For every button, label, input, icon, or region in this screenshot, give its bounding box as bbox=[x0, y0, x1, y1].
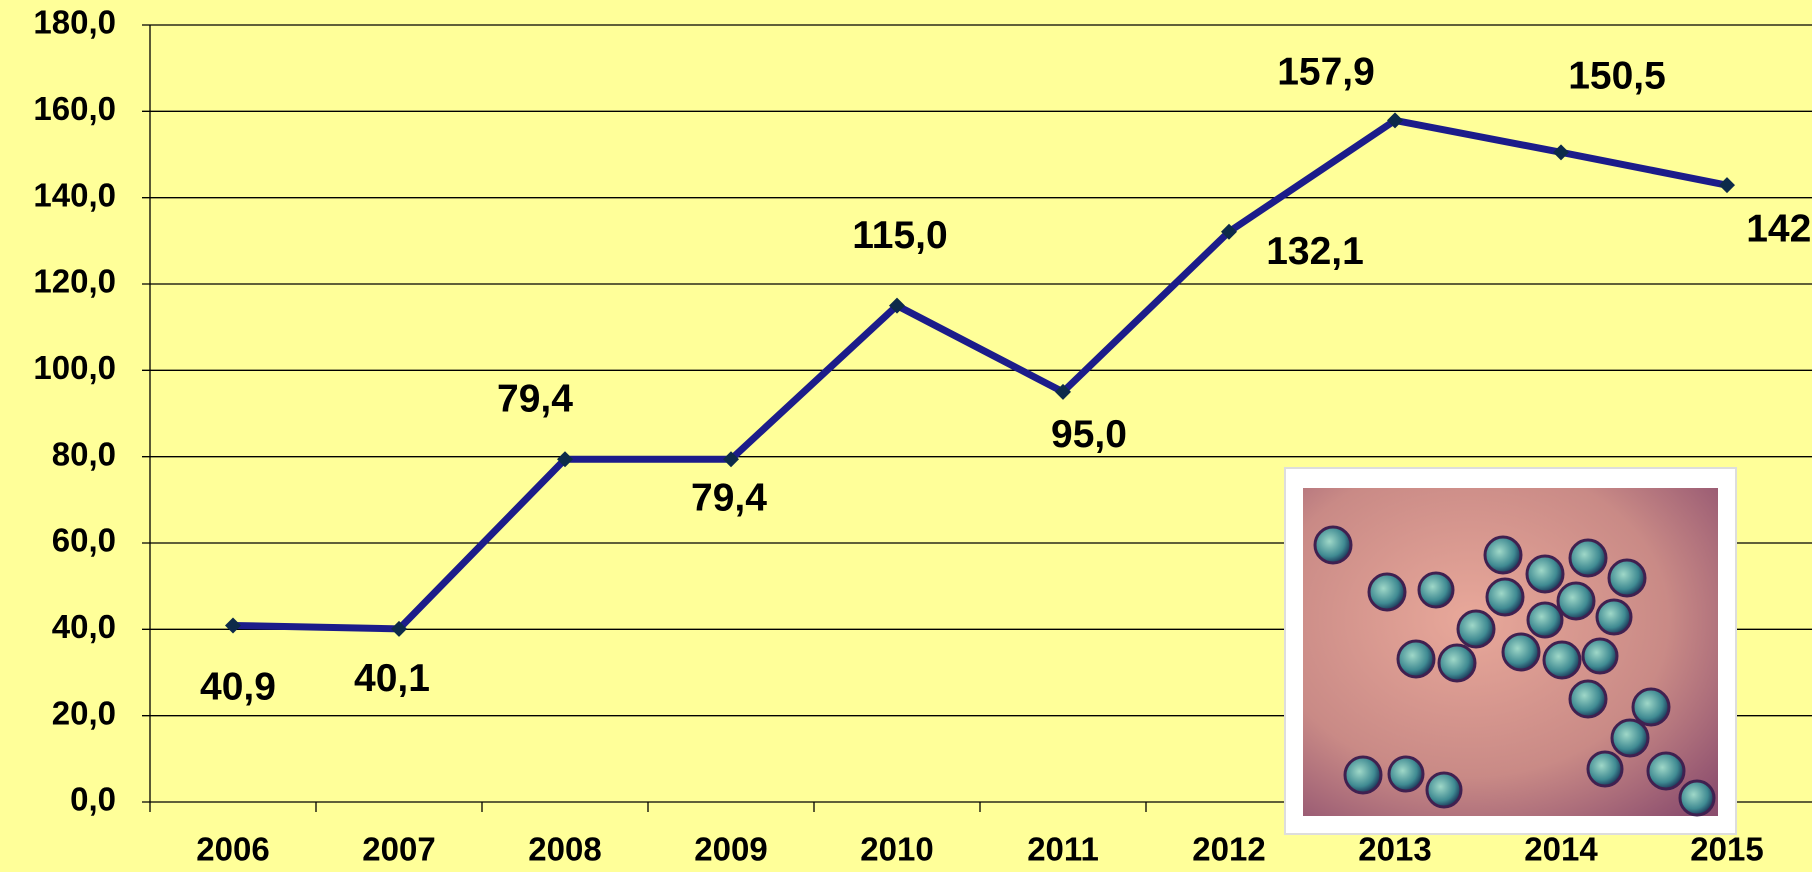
y-tick-label: 100,0 bbox=[33, 349, 116, 386]
data-label: 150,5 bbox=[1568, 55, 1666, 98]
data-label: 95,0 bbox=[1051, 413, 1127, 456]
virus-particles bbox=[1313, 525, 1716, 817]
photo-inset bbox=[1284, 467, 1737, 835]
x-tick-label: 2014 bbox=[1524, 831, 1598, 868]
x-tick-label: 2009 bbox=[694, 831, 767, 868]
y-tick-label: 80,0 bbox=[52, 435, 116, 472]
marker bbox=[1719, 177, 1735, 194]
data-label: 79,4 bbox=[497, 378, 573, 421]
marker bbox=[723, 451, 739, 468]
x-tick-label: 2007 bbox=[362, 831, 435, 868]
marker bbox=[391, 620, 407, 637]
y-tick-label: 40,0 bbox=[52, 608, 116, 645]
data-label: 142,9 bbox=[1746, 207, 1812, 250]
y-tick-label: 60,0 bbox=[52, 522, 116, 559]
marker bbox=[557, 451, 573, 468]
y-tick-label: 160,0 bbox=[33, 90, 116, 127]
x-tick-label: 2012 bbox=[1192, 831, 1265, 868]
data-label: 40,1 bbox=[354, 657, 430, 700]
x-tick-label: 2011 bbox=[1027, 831, 1099, 868]
y-tick-label: 0,0 bbox=[70, 781, 116, 818]
x-tick-label: 2006 bbox=[196, 831, 269, 868]
x-tick-label: 2008 bbox=[528, 831, 601, 868]
y-tick-label: 140,0 bbox=[33, 176, 116, 213]
marker bbox=[225, 617, 241, 634]
data-label: 40,9 bbox=[200, 666, 276, 709]
y-tick-label: 120,0 bbox=[33, 263, 116, 300]
data-label: 115,0 bbox=[852, 214, 947, 257]
data-label: 132,1 bbox=[1266, 230, 1364, 273]
y-tick-label: 180,0 bbox=[33, 4, 116, 41]
marker bbox=[1055, 383, 1071, 400]
marker bbox=[1553, 144, 1569, 161]
x-tick-label: 2015 bbox=[1690, 831, 1763, 868]
y-tick-label: 20,0 bbox=[52, 694, 116, 731]
series-line bbox=[232, 116, 1728, 633]
plot: 0,0 20,0 40,0 60,0 80,0 100,0 120,0 140,0 160,0 1… bbox=[33, 4, 1812, 868]
marker bbox=[889, 297, 905, 314]
marker bbox=[1387, 112, 1403, 129]
x-tick-label: 2010 bbox=[860, 831, 933, 868]
x-tick-label: 2013 bbox=[1358, 831, 1431, 868]
data-label: 157,9 bbox=[1277, 51, 1375, 94]
marker bbox=[1221, 223, 1237, 240]
data-label: 79,4 bbox=[691, 477, 767, 520]
